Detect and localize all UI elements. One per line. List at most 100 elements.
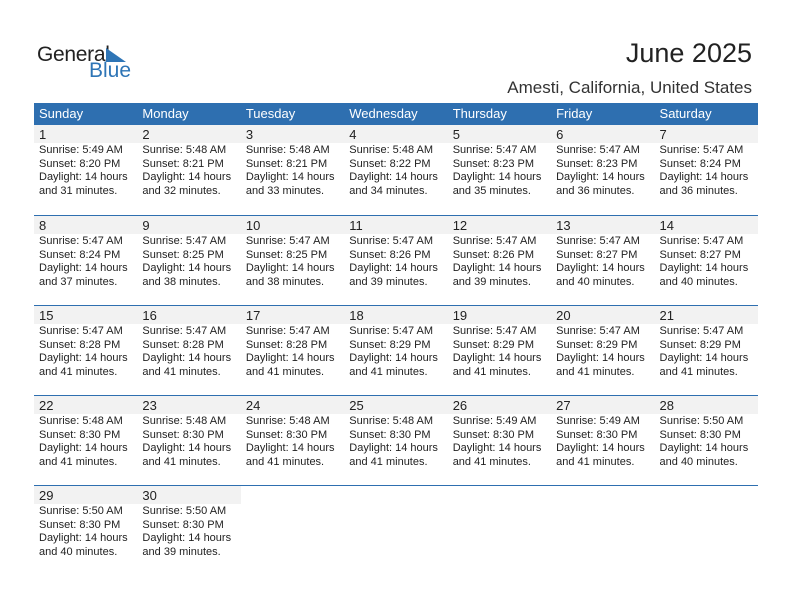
day-number: 30 — [137, 486, 241, 504]
daylight-minutes-text: and 39 minutes. — [349, 275, 428, 288]
daylight-text: Daylight: 14 hours — [452, 442, 542, 455]
day-number: 18 — [344, 306, 448, 324]
daylight-text: Daylight: 14 hours — [142, 262, 232, 275]
day-number: 1 — [34, 125, 138, 143]
weekday-wednesday: Wednesday — [349, 106, 418, 121]
sunset-text: Sunset: 8:29 PM — [452, 338, 535, 351]
location: Amesti, California, United States — [507, 78, 752, 97]
sunset-text: Sunset: 8:29 PM — [349, 338, 431, 351]
day-info: Sunrise: 5:47 AM Sunset: 8:28 PM Daylight:… — [241, 324, 344, 379]
daylight-text: Daylight: 14 hours — [39, 532, 128, 545]
day-cell: 29 Sunrise: 5:50 AM Sunset: 8:30 PM Dayligh… — [34, 486, 138, 575]
daylight-text: Daylight: 14 hours — [659, 352, 749, 365]
sunrise-text: Sunrise: 5:50 AM — [142, 505, 227, 517]
day-number: 9 — [137, 216, 241, 234]
day-info: Sunrise: 5:47 AM Sunset: 8:24 PM Daylight:… — [34, 234, 137, 289]
sunrise-text: Sunrise: 5:48 AM — [245, 144, 330, 156]
sunset-text: Sunset: 8:21 PM — [245, 157, 328, 170]
sunrise-text: Sunrise: 5:47 AM — [452, 325, 537, 337]
day-number: 23 — [137, 396, 241, 414]
daylight-minutes-text: and 40 minutes. — [556, 275, 635, 288]
sunset-text: Sunset: 8:24 PM — [659, 157, 741, 170]
weekday-thursday: Thursday — [452, 106, 507, 121]
sunrise-text: Sunrise: 5:48 AM — [349, 144, 434, 156]
day-cell: 28 Sunrise: 5:50 AM Sunset: 8:30 PM Dayligh… — [654, 396, 758, 485]
day-cell: 15 Sunrise: 5:47 AM Sunset: 8:28 PM Dayligh… — [34, 306, 138, 395]
day-cell: 25 Sunrise: 5:48 AM Sunset: 8:30 PM Dayligh… — [344, 396, 448, 485]
day-info: Sunrise: 5:48 AM Sunset: 8:30 PM Daylight:… — [34, 414, 137, 469]
day-info: Sunrise: 5:47 AM Sunset: 8:25 PM Daylight:… — [241, 234, 344, 289]
daylight-text: Daylight: 14 hours — [659, 262, 749, 275]
daylight-text: Daylight: 14 hours — [245, 352, 335, 365]
daylight-minutes-text: and 41 minutes. — [556, 365, 635, 378]
daylight-minutes-text: and 39 minutes. — [452, 275, 531, 288]
daylight-minutes-text: and 36 minutes. — [659, 184, 738, 197]
sunrise-text: Sunrise: 5:49 AM — [452, 415, 537, 427]
day-number: 4 — [344, 125, 448, 143]
sunrise-text: Sunrise: 5:47 AM — [659, 325, 744, 337]
day-number: 21 — [654, 306, 758, 324]
day-info: Sunrise: 5:49 AM Sunset: 8:30 PM Daylight:… — [551, 414, 654, 469]
day-number: 6 — [551, 125, 655, 143]
sunset-text: Sunset: 8:24 PM — [39, 248, 121, 261]
day-number: 8 — [34, 216, 138, 234]
week-row: 22 Sunrise: 5:48 AM Sunset: 8:30 PM Dayligh… — [34, 395, 758, 485]
sunset-text: Sunset: 8:30 PM — [452, 428, 535, 441]
sunset-text: Sunset: 8:28 PM — [245, 338, 328, 351]
day-cell: 2 Sunrise: 5:48 AM Sunset: 8:21 PM Daylight… — [137, 125, 241, 215]
day-info: Sunrise: 5:47 AM Sunset: 8:23 PM Daylight:… — [551, 143, 654, 198]
day-number: 16 — [137, 306, 241, 324]
day-number: 27 — [551, 396, 655, 414]
day-info: Sunrise: 5:48 AM Sunset: 8:21 PM Daylight:… — [137, 143, 240, 198]
sunset-text: Sunset: 8:28 PM — [142, 338, 224, 351]
day-cell: 18 Sunrise: 5:47 AM Sunset: 8:29 PM Dayligh… — [344, 306, 448, 395]
sunrise-text: Sunrise: 5:48 AM — [349, 415, 434, 427]
sunset-text: Sunset: 8:25 PM — [245, 248, 328, 261]
daylight-text: Daylight: 14 hours — [349, 442, 438, 455]
weekday-monday: Monday — [142, 106, 189, 121]
sunset-text: Sunset: 8:30 PM — [39, 518, 121, 531]
daylight-text: Daylight: 14 hours — [245, 442, 335, 455]
day-info: Sunrise: 5:47 AM Sunset: 8:23 PM Daylight:… — [448, 143, 551, 198]
sunset-text: Sunset: 8:30 PM — [556, 428, 638, 441]
day-info: Sunrise: 5:49 AM Sunset: 8:20 PM Daylight:… — [34, 143, 137, 198]
daylight-minutes-text: and 38 minutes. — [142, 275, 221, 288]
sunrise-text: Sunrise: 5:49 AM — [39, 144, 123, 156]
sunset-text: Sunset: 8:28 PM — [39, 338, 121, 351]
daylight-minutes-text: and 41 minutes. — [39, 455, 118, 468]
daylight-minutes-text: and 41 minutes. — [452, 455, 531, 468]
daylight-minutes-text: and 32 minutes. — [142, 184, 221, 197]
sunrise-text: Sunrise: 5:50 AM — [39, 505, 123, 517]
sunset-text: Sunset: 8:29 PM — [556, 338, 638, 351]
calendar: Sunday Monday Tuesday Wednesday Thursday Frid… — [34, 103, 758, 575]
day-cell: 30 Sunrise: 5:50 AM Sunset: 8:30 PM Dayligh… — [137, 486, 241, 575]
day-number: 5 — [447, 125, 552, 143]
daylight-minutes-text: and 41 minutes. — [556, 455, 635, 468]
day-cell: 27 Sunrise: 5:49 AM Sunset: 8:30 PM Dayligh… — [551, 396, 655, 485]
day-info: Sunrise: 5:47 AM Sunset: 8:29 PM Daylight:… — [344, 324, 447, 379]
daylight-minutes-text: and 37 minutes. — [39, 275, 118, 288]
sunrise-text: Sunrise: 5:47 AM — [659, 235, 744, 247]
daylight-text: Daylight: 14 hours — [452, 262, 542, 275]
sunrise-text: Sunrise: 5:47 AM — [349, 325, 434, 337]
sunset-text: Sunset: 8:27 PM — [659, 248, 741, 261]
day-info: Sunrise: 5:48 AM Sunset: 8:30 PM Daylight:… — [241, 414, 344, 469]
sunrise-text: Sunrise: 5:48 AM — [142, 415, 227, 427]
day-info: Sunrise: 5:48 AM Sunset: 8:21 PM Daylight:… — [241, 143, 344, 198]
daylight-text: Daylight: 14 hours — [659, 442, 749, 455]
day-info: Sunrise: 5:47 AM Sunset: 8:27 PM Daylight:… — [655, 234, 758, 289]
daylight-text: Daylight: 14 hours — [245, 171, 335, 184]
sunrise-text: Sunrise: 5:47 AM — [556, 325, 640, 337]
daylight-text: Daylight: 14 hours — [39, 262, 128, 275]
day-number: 7 — [654, 125, 758, 143]
sunset-text: Sunset: 8:26 PM — [452, 248, 535, 261]
sunset-text: Sunset: 8:29 PM — [659, 338, 741, 351]
sunrise-text: Sunrise: 5:47 AM — [452, 235, 537, 247]
sunrise-text: Sunrise: 5:47 AM — [349, 235, 434, 247]
sunset-text: Sunset: 8:30 PM — [245, 428, 328, 441]
daylight-text: Daylight: 14 hours — [556, 442, 645, 455]
sunset-text: Sunset: 8:25 PM — [142, 248, 224, 261]
day-cell: 23 Sunrise: 5:48 AM Sunset: 8:30 PM Dayligh… — [137, 396, 241, 485]
sunrise-text: Sunrise: 5:50 AM — [659, 415, 744, 427]
calendar-body: 1 Sunrise: 5:49 AM Sunset: 8:20 PM Daylight… — [34, 125, 758, 575]
